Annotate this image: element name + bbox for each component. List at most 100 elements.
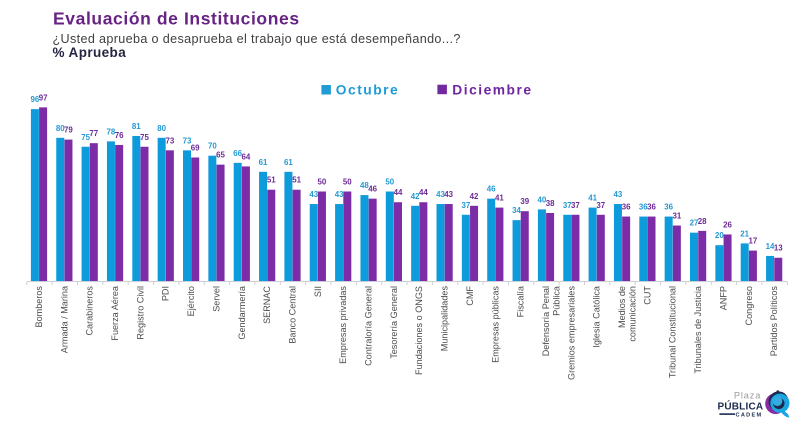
svg-text:26: 26 (723, 220, 732, 229)
svg-text:¿Usted aprueba o desaprueba el: ¿Usted aprueba o desaprueba el trabajo q… (53, 32, 461, 46)
svg-text:36: 36 (622, 203, 631, 212)
svg-text:17: 17 (749, 237, 758, 246)
svg-text:ANFP: ANFP (718, 286, 728, 310)
svg-text:Evaluación de Instituciones: Evaluación de Instituciones (53, 9, 300, 29)
svg-text:43: 43 (614, 190, 623, 199)
svg-text:80: 80 (157, 124, 166, 133)
svg-text:41: 41 (588, 194, 597, 203)
svg-text:44: 44 (394, 188, 403, 197)
svg-text:96: 96 (31, 95, 40, 104)
svg-text:50: 50 (385, 178, 394, 187)
svg-text:76: 76 (115, 131, 124, 140)
svg-text:34: 34 (512, 206, 521, 215)
svg-text:73: 73 (183, 136, 192, 145)
svg-text:28: 28 (698, 217, 707, 226)
svg-text:70: 70 (208, 142, 217, 151)
svg-text:Gendarmería: Gendarmería (237, 285, 247, 340)
svg-text:Ejército: Ejército (186, 286, 196, 316)
svg-text:48: 48 (360, 181, 369, 190)
svg-text:31: 31 (672, 212, 681, 221)
svg-text:66: 66 (233, 149, 242, 158)
svg-text:Diciembre: Diciembre (452, 82, 532, 97)
svg-text:64: 64 (242, 152, 251, 161)
svg-text:Tesorería General: Tesorería General (389, 286, 399, 359)
svg-text:Contraloría General: Contraloría General (364, 286, 374, 366)
svg-text:Municipalidades: Municipalidades (440, 286, 450, 352)
svg-text:comunicación: comunicación (628, 286, 638, 342)
svg-text:% Aprueba: % Aprueba (53, 45, 127, 60)
svg-text:80: 80 (56, 124, 65, 133)
svg-text:Defensoría Penal: Defensoría Penal (541, 286, 551, 356)
svg-text:46: 46 (368, 185, 377, 194)
svg-text:21: 21 (740, 229, 749, 238)
svg-text:13: 13 (774, 244, 783, 253)
svg-text:77: 77 (89, 129, 98, 138)
svg-text:81: 81 (132, 122, 141, 131)
svg-text:73: 73 (165, 136, 174, 145)
svg-text:43: 43 (335, 190, 344, 199)
svg-text:97: 97 (39, 93, 48, 102)
svg-text:Tribunales de Justicia: Tribunales de Justicia (693, 285, 703, 374)
svg-text:40: 40 (538, 195, 547, 204)
svg-text:Gremios empresariales: Gremios empresariales (566, 286, 576, 380)
svg-text:CUT: CUT (642, 286, 652, 305)
svg-text:65: 65 (216, 151, 225, 160)
svg-text:75: 75 (140, 133, 149, 142)
svg-text:41: 41 (495, 194, 504, 203)
svg-text:51: 51 (292, 176, 301, 185)
svg-text:27: 27 (690, 219, 699, 228)
svg-text:37: 37 (563, 201, 572, 210)
svg-text:39: 39 (520, 197, 529, 206)
svg-text:37: 37 (571, 201, 580, 210)
svg-text:CADEM: CADEM (735, 412, 762, 418)
svg-text:PDI: PDI (161, 286, 171, 301)
svg-text:50: 50 (343, 178, 352, 187)
svg-text:Iglesia Católica: Iglesia Católica (592, 285, 602, 348)
svg-text:Servel: Servel (211, 286, 221, 312)
svg-text:36: 36 (639, 203, 648, 212)
svg-text:75: 75 (81, 133, 90, 142)
svg-text:79: 79 (64, 126, 73, 135)
svg-text:Registro Civil: Registro Civil (135, 286, 145, 340)
svg-text:43: 43 (309, 190, 318, 199)
svg-text:46: 46 (487, 185, 496, 194)
svg-text:Fundaciones o ONGS: Fundaciones o ONGS (414, 286, 424, 375)
svg-text:38: 38 (546, 199, 555, 208)
svg-text:37: 37 (596, 201, 605, 210)
svg-text:Plaza: Plaza (734, 391, 761, 401)
svg-text:Empresas privadas: Empresas privadas (338, 286, 348, 364)
svg-text:37: 37 (461, 201, 470, 210)
svg-text:CMF: CMF (465, 286, 475, 306)
svg-text:43: 43 (436, 190, 445, 199)
svg-text:Empresas públicas: Empresas públicas (490, 286, 500, 363)
svg-text:Medios de: Medios de (617, 286, 627, 328)
svg-text:69: 69 (191, 143, 200, 152)
svg-text:42: 42 (411, 192, 420, 201)
svg-text:SII: SII (313, 286, 323, 297)
svg-text:36: 36 (647, 203, 656, 212)
svg-text:42: 42 (470, 192, 479, 201)
svg-text:Carabineros: Carabineros (85, 286, 95, 336)
svg-text:Octubre: Octubre (336, 82, 399, 97)
svg-text:PÚBLICA: PÚBLICA (717, 400, 763, 413)
svg-text:Banco Central: Banco Central (287, 286, 297, 344)
svg-text:Tribunal Constitucional: Tribunal Constitucional (668, 286, 678, 378)
svg-text:Partidos Políticos: Partidos Políticos (769, 286, 779, 357)
svg-text:43: 43 (444, 190, 453, 199)
svg-text:Fiscalía: Fiscalía (516, 285, 526, 317)
svg-text:Armada / Marina: Armada / Marina (59, 285, 69, 353)
svg-text:Fuerza Aérea: Fuerza Aérea (110, 285, 120, 341)
svg-text:14: 14 (766, 242, 775, 251)
svg-text:Bomberos: Bomberos (34, 286, 44, 328)
svg-text:SERNAC: SERNAC (262, 286, 272, 324)
svg-text:78: 78 (107, 127, 116, 136)
svg-text:36: 36 (664, 203, 673, 212)
svg-text:44: 44 (419, 188, 428, 197)
svg-text:Congreso: Congreso (744, 286, 754, 325)
svg-text:20: 20 (715, 231, 724, 240)
svg-text:61: 61 (284, 158, 293, 167)
svg-text:50: 50 (318, 178, 327, 187)
svg-text:51: 51 (267, 176, 276, 185)
svg-text:61: 61 (259, 158, 268, 167)
svg-text:Pública: Pública (552, 285, 562, 316)
